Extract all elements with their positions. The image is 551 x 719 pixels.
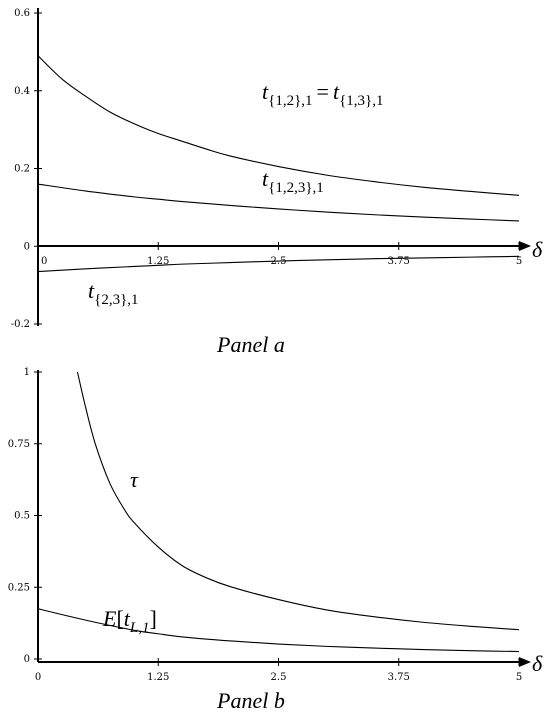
panel-b-y-tick-label: 1 — [24, 367, 30, 378]
panel-a-y-tick-label: -0.2 — [11, 319, 30, 330]
panel-a-label-t23: t{2,3},1 — [88, 278, 139, 308]
panel-b-y-tick-label: 0.75 — [8, 439, 30, 450]
panel-a-y-tick-label: 0.4 — [14, 86, 30, 97]
panel-a-chart: 0 1.25 2.5 3.75 50.60.40.20-0.2 δ t{1,2},1 = t… — [11, 8, 543, 357]
panel-a-series-s123 — [37, 183, 520, 222]
panel-a-x-tick-label: 5 — [516, 256, 522, 267]
panel-a-series-s23 — [37, 255, 520, 273]
panel-a-y-tick-label: 0 — [24, 241, 30, 252]
panel-a-x-axis-arrow — [519, 241, 531, 251]
panel-a-label-t12-t13: t{1,2},1 = t{1,3},1 — [262, 79, 383, 109]
panel-a-series-s12 — [37, 55, 520, 196]
panel-a-x-axis-label: δ — [532, 237, 543, 262]
panel-b-x-tick-label: 2.5 — [271, 672, 287, 683]
panel-b-series-E — [37, 608, 520, 653]
panel-b-x-tick-label: 1.25 — [147, 672, 169, 683]
panel-b-y-tick-label: 0 — [24, 654, 30, 665]
panel-a-x-tick-label: 1.25 — [147, 256, 169, 267]
panel-a-x-tick-label: 3.75 — [388, 256, 410, 267]
panel-b-x-tick-label: 0 — [35, 672, 41, 683]
panel-b-label-E: E[tL,1] — [102, 606, 157, 636]
panel-a-title: Panel a — [216, 332, 285, 357]
panel-a-x-tick-label: 0 — [41, 256, 47, 267]
panel-b-x-axis-arrow — [519, 657, 531, 667]
panel-b-label-tau: τ — [130, 467, 139, 492]
panel-a-y-tick-label: 0.2 — [14, 164, 30, 175]
panel-a-y-tick-label: 0.6 — [14, 8, 30, 19]
panel-b-x-tick-label: 5 — [516, 672, 522, 683]
panel-b-y-tick-label: 0.5 — [14, 511, 30, 522]
panel-b-chart: 0 1.25 2.5 3.75 5 1 0.75 0.5 0.25 0 δ τ E[tL,1] P… — [8, 367, 543, 713]
panel-b-title: Panel b — [216, 688, 285, 713]
panel-b-x-axis-label: δ — [532, 651, 543, 676]
panel-b-x-tick-label: 3.75 — [388, 672, 410, 683]
panel-b-y-tick-label: 0.25 — [8, 582, 30, 593]
panel-a-label-t123: t{1,2,3},1 — [262, 166, 324, 196]
panel-b-series-tau — [76, 371, 520, 631]
